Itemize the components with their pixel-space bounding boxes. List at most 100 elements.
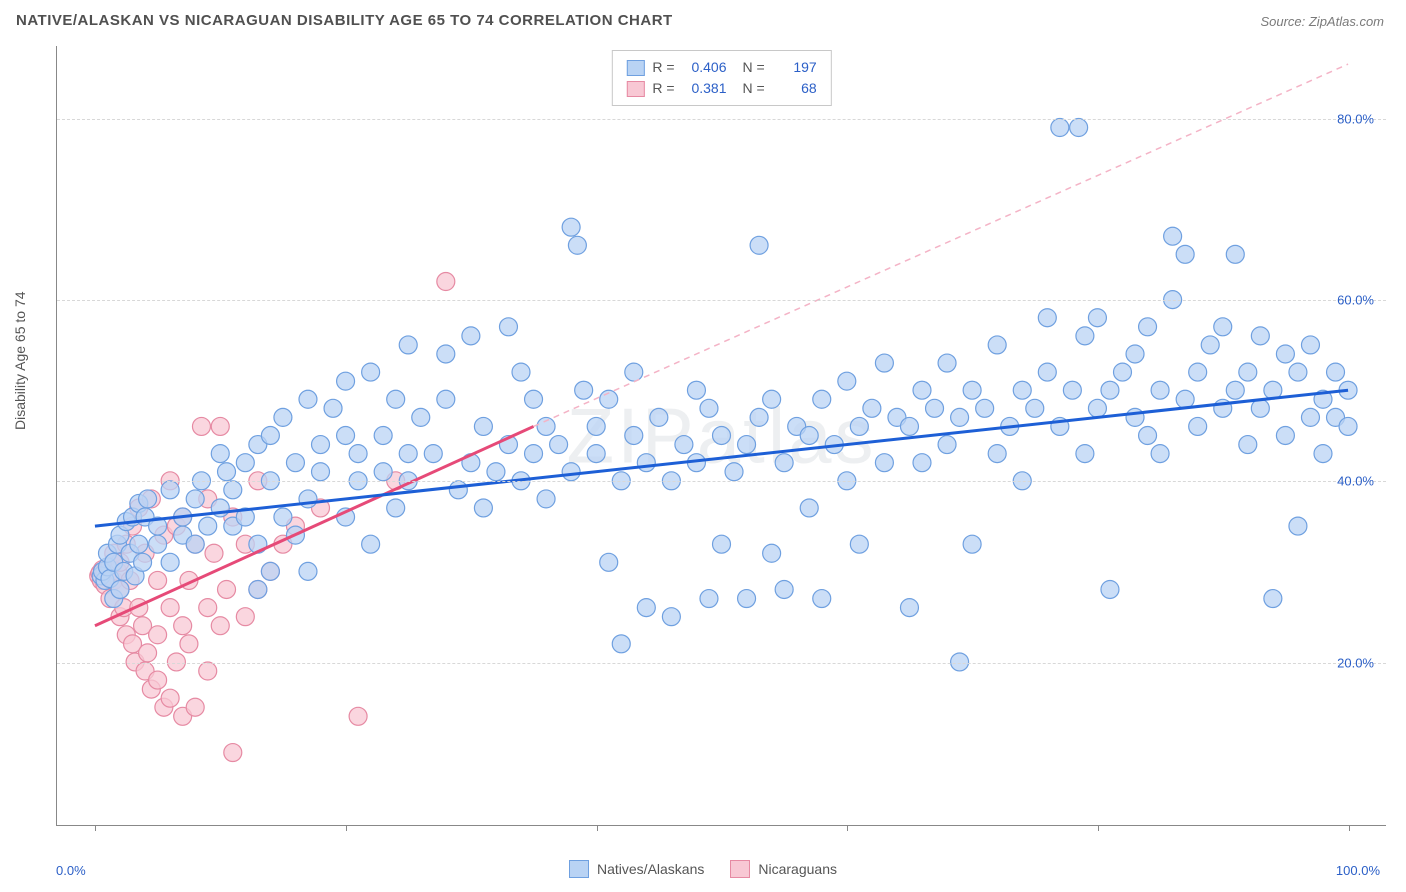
scatter-point <box>218 463 236 481</box>
x-axis-max-label: 100.0% <box>1336 863 1380 878</box>
scatter-point <box>568 236 586 254</box>
scatter-point <box>1251 399 1269 417</box>
scatter-point <box>800 499 818 517</box>
scatter-point <box>1038 363 1056 381</box>
scatter-point <box>161 553 179 571</box>
scatter-point <box>186 535 204 553</box>
scatter-point <box>587 445 605 463</box>
scatter-point <box>299 490 317 508</box>
scatter-point <box>1013 381 1031 399</box>
scatter-point <box>951 408 969 426</box>
scatter-point <box>750 408 768 426</box>
scatter-point <box>199 662 217 680</box>
scatter-point <box>625 427 643 445</box>
scatter-point <box>662 608 680 626</box>
stats-n-value-1: 68 <box>773 78 817 99</box>
stats-n-label: N = <box>743 57 765 78</box>
scatter-point <box>1251 327 1269 345</box>
scatter-point <box>900 599 918 617</box>
scatter-point <box>337 427 355 445</box>
scatter-point <box>813 390 831 408</box>
stats-r-value-1: 0.381 <box>683 78 727 99</box>
scatter-point <box>424 445 442 463</box>
scatter-plot-svg <box>57 46 1386 825</box>
x-tick <box>346 825 347 831</box>
scatter-point <box>1088 399 1106 417</box>
scatter-point <box>650 408 668 426</box>
scatter-point <box>139 490 157 508</box>
scatter-point <box>437 345 455 363</box>
scatter-point <box>525 390 543 408</box>
scatter-point <box>1289 517 1307 535</box>
scatter-point <box>499 318 517 336</box>
scatter-point <box>437 390 455 408</box>
scatter-point <box>387 390 405 408</box>
scatter-point <box>963 381 981 399</box>
scatter-point <box>775 454 793 472</box>
scatter-point <box>211 445 229 463</box>
legend-label-0: Natives/Alaskans <box>597 861 704 877</box>
scatter-point <box>750 236 768 254</box>
scatter-point <box>186 490 204 508</box>
scatter-point <box>149 671 167 689</box>
gridline <box>57 481 1386 482</box>
chart-title: NATIVE/ALASKAN VS NICARAGUAN DISABILITY … <box>16 12 673 29</box>
scatter-point <box>1070 119 1088 137</box>
x-axis-min-label: 0.0% <box>56 863 86 878</box>
scatter-point <box>399 336 417 354</box>
scatter-point <box>700 590 718 608</box>
scatter-point <box>1139 427 1157 445</box>
scatter-point <box>174 617 192 635</box>
scatter-point <box>1226 245 1244 263</box>
scatter-point <box>1114 363 1132 381</box>
scatter-point <box>738 436 756 454</box>
scatter-point <box>713 535 731 553</box>
scatter-point <box>286 454 304 472</box>
legend-label-1: Nicaraguans <box>758 861 837 877</box>
scatter-point <box>236 454 254 472</box>
scatter-point <box>362 535 380 553</box>
scatter-point <box>261 427 279 445</box>
scatter-point <box>600 553 618 571</box>
stats-r-label: R = <box>652 78 674 99</box>
scatter-point <box>1101 381 1119 399</box>
scatter-point <box>1139 318 1157 336</box>
scatter-point <box>211 417 229 435</box>
stats-n-label: N = <box>743 78 765 99</box>
legend-swatch-0 <box>569 860 589 878</box>
scatter-point <box>199 599 217 617</box>
gridline <box>57 300 1386 301</box>
scatter-point <box>1239 363 1257 381</box>
scatter-point <box>161 689 179 707</box>
scatter-point <box>512 363 530 381</box>
scatter-point <box>192 417 210 435</box>
legend-item-0: Natives/Alaskans <box>569 860 704 878</box>
scatter-point <box>863 399 881 417</box>
scatter-point <box>675 436 693 454</box>
scatter-point <box>625 363 643 381</box>
y-tick-label: 20.0% <box>1337 655 1374 670</box>
scatter-point <box>249 580 267 598</box>
scatter-point <box>349 445 367 463</box>
scatter-point <box>1126 408 1144 426</box>
scatter-point <box>1289 363 1307 381</box>
scatter-point <box>211 617 229 635</box>
scatter-point <box>218 580 236 598</box>
scatter-point <box>199 517 217 535</box>
plot-area: ZIPatlas R = 0.406 N = 197 R = 0.381 N =… <box>56 46 1386 826</box>
scatter-point <box>274 508 292 526</box>
scatter-point <box>926 399 944 417</box>
scatter-point <box>988 336 1006 354</box>
scatter-point <box>1239 436 1257 454</box>
scatter-point <box>687 381 705 399</box>
gridline <box>57 119 1386 120</box>
scatter-point <box>1126 345 1144 363</box>
scatter-point <box>800 427 818 445</box>
scatter-point <box>161 481 179 499</box>
scatter-point <box>1189 417 1207 435</box>
scatter-point <box>1189 363 1207 381</box>
scatter-point <box>474 417 492 435</box>
scatter-point <box>374 427 392 445</box>
scatter-point <box>575 381 593 399</box>
scatter-point <box>1076 327 1094 345</box>
